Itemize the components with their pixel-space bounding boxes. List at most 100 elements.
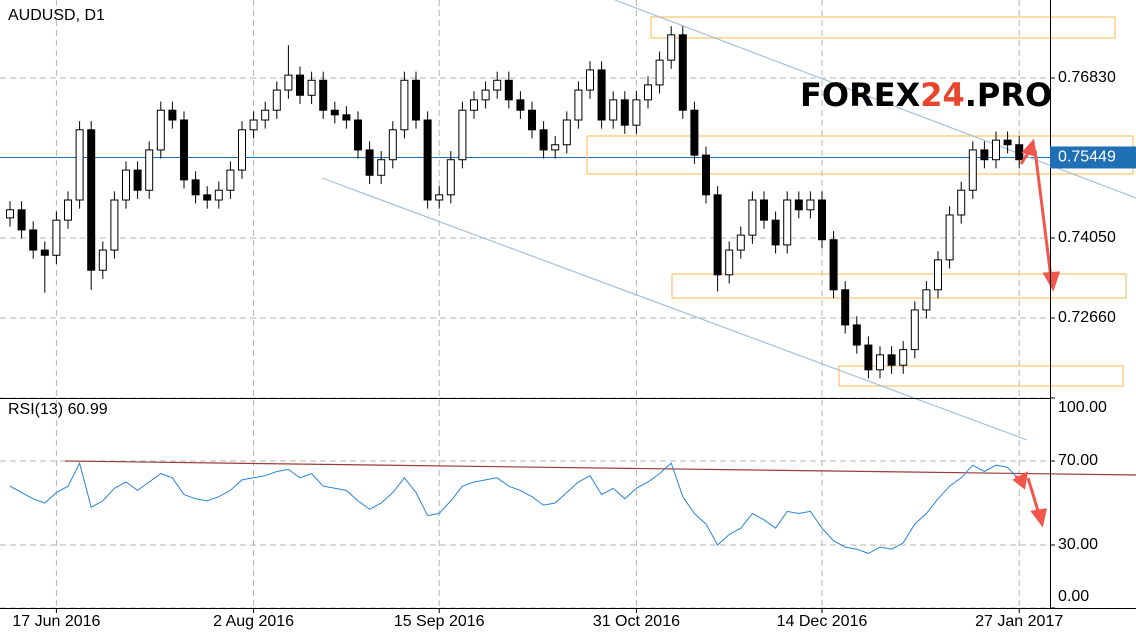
rsi-trend-line	[64, 460, 1136, 476]
candle-body	[562, 119, 571, 146]
candle-body	[133, 169, 142, 191]
candle-body	[75, 129, 84, 201]
candle-body	[319, 79, 328, 111]
rsi-title: RSI(13) 60.99	[8, 401, 108, 418]
candle-body	[168, 109, 177, 121]
candle-body	[40, 249, 49, 256]
candle-body	[829, 239, 838, 291]
candle-body	[655, 59, 664, 86]
arrows	[1012, 138, 1061, 528]
candle-body	[748, 199, 757, 236]
marks	[6, 26, 1024, 554]
candle-body	[504, 79, 513, 101]
candle-body	[678, 34, 687, 111]
candle-body	[272, 89, 281, 111]
candle-body	[145, 149, 154, 191]
candle-body	[307, 79, 316, 96]
candle-body	[6, 209, 14, 219]
candle-body	[17, 209, 26, 231]
candle-body	[1015, 144, 1024, 161]
candle-body	[725, 249, 734, 276]
candle-body	[934, 259, 942, 291]
candle-body	[586, 69, 594, 91]
x-tick-label: 27 Jan 2017	[975, 613, 1063, 630]
candle-body	[841, 289, 850, 326]
candle-body	[52, 219, 61, 256]
candle-body	[122, 169, 130, 201]
candle-body	[191, 179, 200, 196]
x-tick-label: 15 Sep 2016	[394, 613, 485, 630]
candle-body	[214, 189, 223, 201]
candle-body	[609, 99, 618, 121]
candle-body	[365, 149, 374, 176]
candle-body	[957, 189, 966, 216]
candle-body	[818, 199, 826, 241]
support-zone	[671, 273, 1127, 299]
last-price-box	[1050, 146, 1136, 169]
candle-body	[110, 199, 119, 251]
arrow-head	[1021, 138, 1037, 158]
arrow	[1033, 149, 1053, 279]
candle-body	[481, 89, 490, 101]
candle-body	[261, 109, 270, 121]
resistance-zone	[650, 16, 1116, 39]
candle-body	[632, 99, 641, 126]
x-tick-label: 17 Jun 2016	[12, 613, 100, 630]
x-tick-label: 14 Dec 2016	[777, 613, 868, 630]
candle-body	[539, 129, 548, 151]
y-tick-label: 0.76830	[1058, 69, 1116, 86]
candle-body	[342, 114, 351, 121]
candle-body	[945, 214, 954, 261]
arrow-head	[1042, 271, 1061, 292]
candle-body	[644, 84, 652, 101]
candle-body	[249, 119, 258, 131]
candle-body	[736, 234, 745, 251]
candle-body	[551, 144, 560, 151]
candle-body	[412, 79, 420, 121]
candle-body	[794, 199, 803, 211]
candle-body	[876, 354, 884, 371]
candle-body	[760, 199, 768, 221]
candle-body	[783, 199, 792, 246]
candle-body	[458, 109, 467, 161]
candle-body	[713, 194, 722, 276]
candle-body	[423, 119, 432, 201]
candle-body	[330, 109, 339, 116]
y-tick-label: 0.72660	[1058, 309, 1116, 326]
y-tick-label: 0.74050	[1058, 229, 1116, 246]
watermark-part: .PRO	[965, 76, 1052, 114]
watermark: FOREX24.PRO	[800, 76, 1052, 114]
candle-body	[864, 344, 873, 371]
y-tick-label: 70.00	[1058, 452, 1098, 469]
candle-body	[690, 109, 699, 156]
candle-body	[156, 109, 165, 151]
y-tick-label: 0.00	[1058, 588, 1089, 605]
y-tick-label: 100.00	[1058, 399, 1107, 416]
arrow-head	[1030, 508, 1047, 528]
trend-line	[321, 177, 1028, 441]
candle-body	[1003, 139, 1012, 146]
candle-body	[887, 354, 896, 366]
candle-body	[284, 74, 293, 91]
candle-body	[852, 324, 861, 346]
chart-title: AUDUSD, D1	[8, 7, 105, 24]
candle-body	[226, 169, 235, 191]
candle-body	[388, 129, 397, 161]
candle-body	[493, 79, 502, 91]
arrow	[1026, 477, 1041, 515]
candle-body	[980, 149, 989, 161]
candle-body	[620, 99, 629, 126]
candle-body	[238, 129, 246, 171]
candle-body	[899, 349, 908, 366]
candle-body	[98, 249, 107, 271]
candle-body	[64, 199, 72, 221]
rsi-line	[9, 461, 1020, 554]
candle-body	[597, 69, 606, 121]
candle-body	[87, 129, 96, 271]
candle-body	[702, 154, 710, 196]
candle-body	[435, 194, 444, 201]
candle-body	[203, 194, 212, 201]
candle-body	[992, 139, 1000, 161]
candle-body	[968, 149, 977, 191]
